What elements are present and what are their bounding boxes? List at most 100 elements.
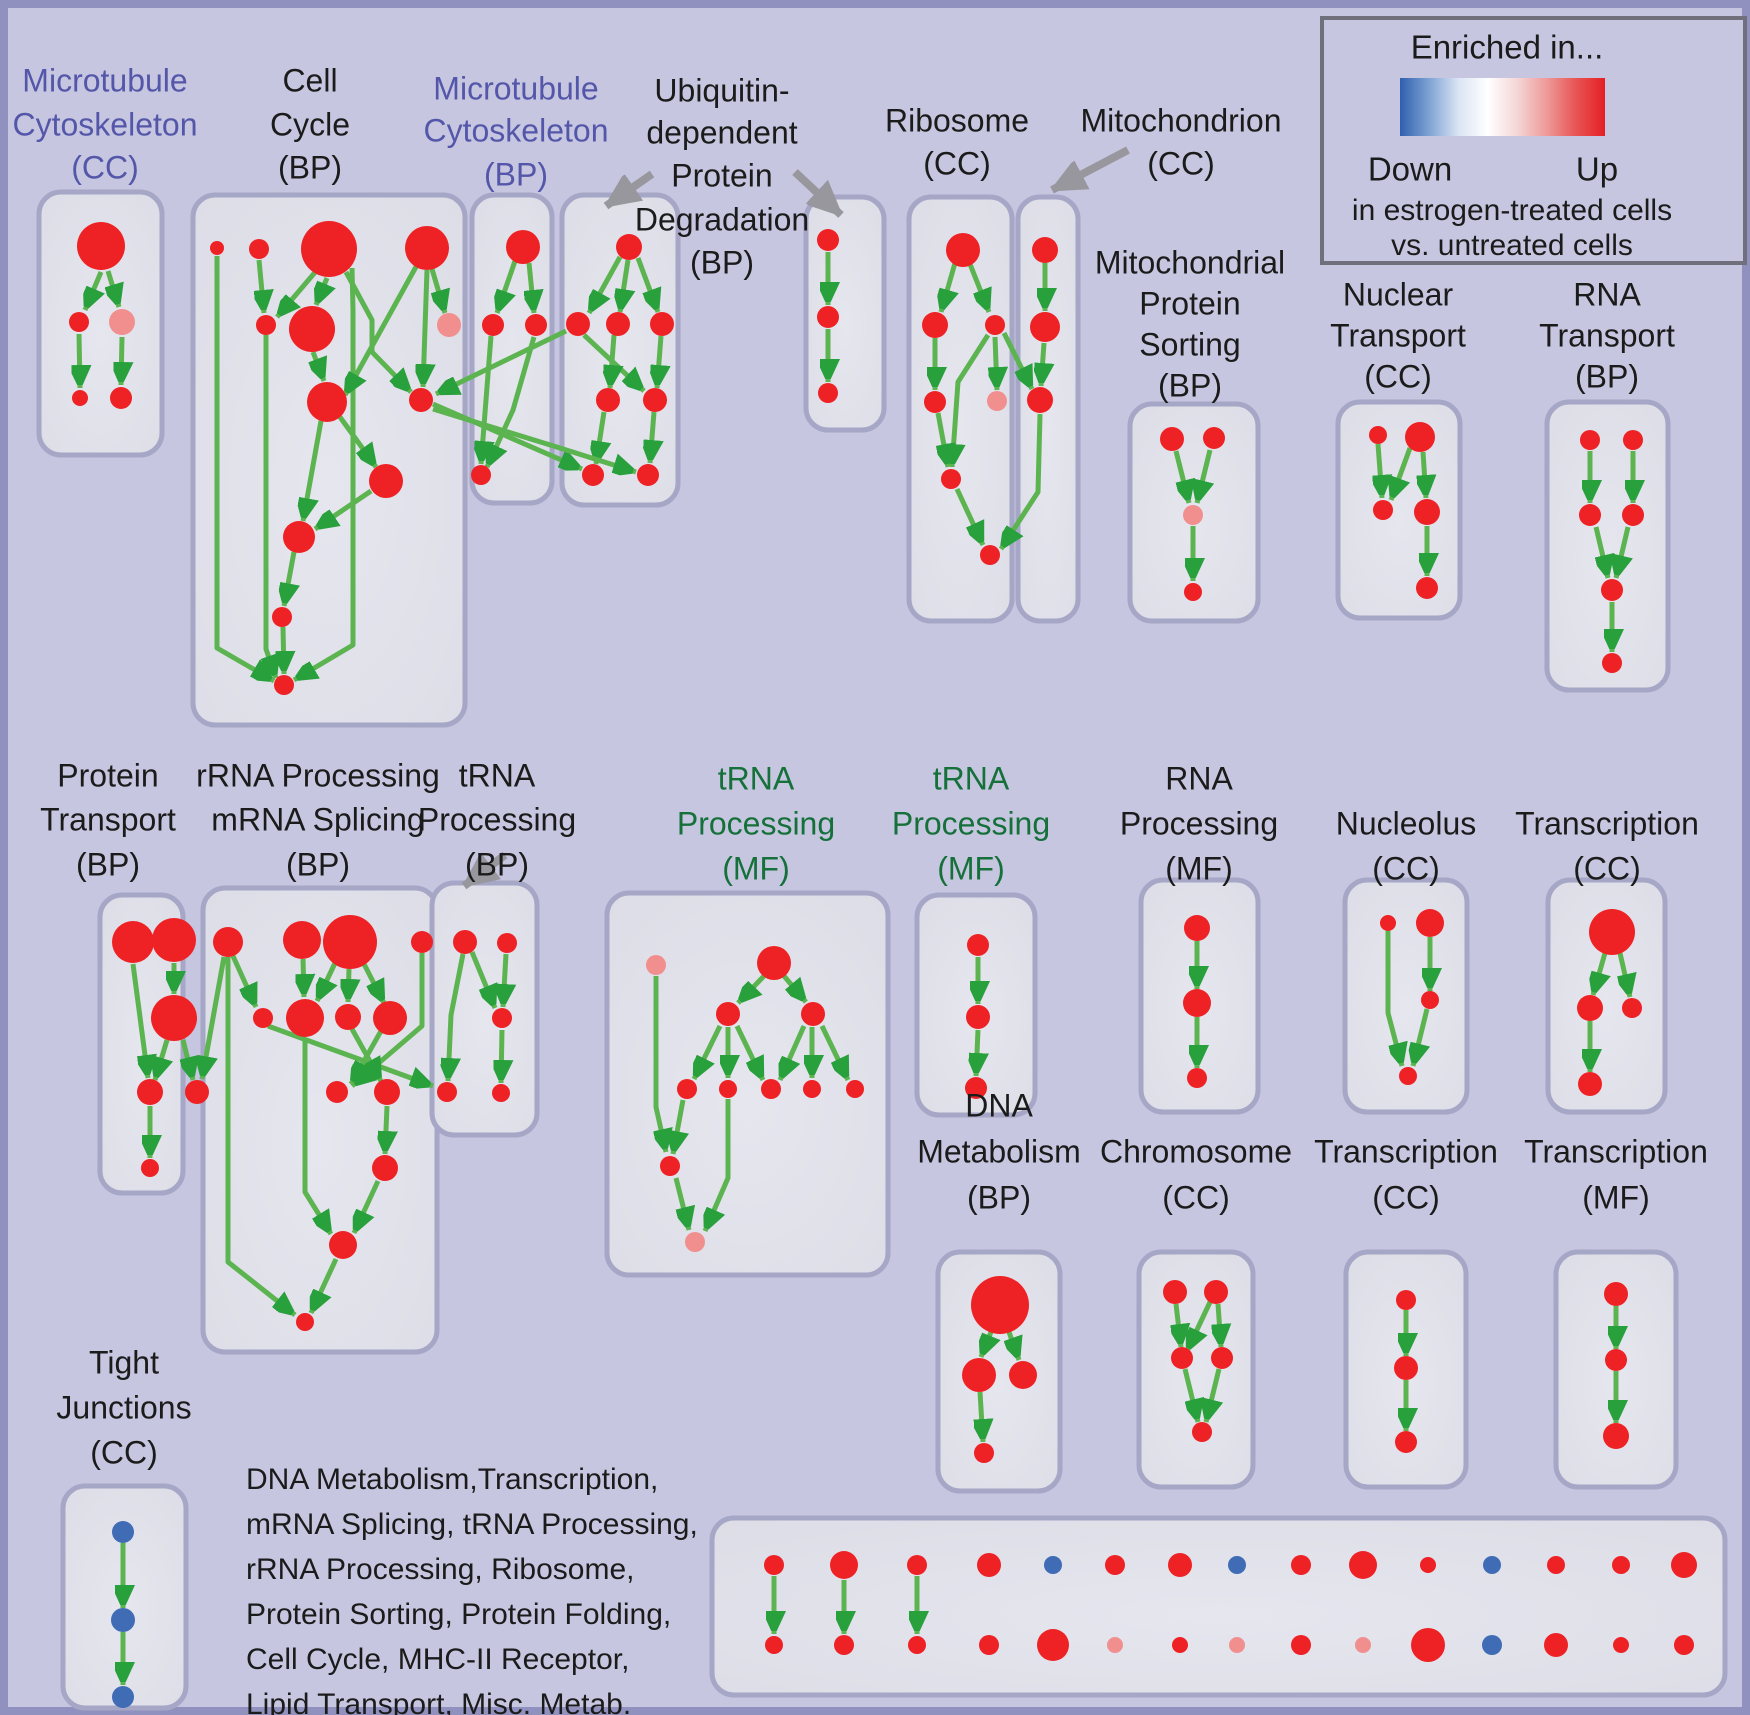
label-nuclear-transport-line: Nuclear xyxy=(1343,276,1454,312)
legend-subtitle-2: vs. untreated cells xyxy=(1391,229,1633,262)
relation-edge xyxy=(1173,450,1189,504)
label-trna-processing-mf-1-line: (MF) xyxy=(722,850,790,886)
label-transcription-cc-low-line: (CC) xyxy=(1372,1179,1440,1215)
go-term-node-up xyxy=(1030,312,1060,342)
label-dna-metabolism-line: Metabolism xyxy=(917,1133,1081,1169)
label-trna-processing-mf-2-line: Processing xyxy=(892,805,1050,841)
go-term-node-up xyxy=(765,1636,783,1654)
relation-edge xyxy=(303,420,324,522)
go-term-node-up xyxy=(966,1005,990,1029)
go-term-node-up xyxy=(1171,1347,1193,1369)
relation-edge xyxy=(315,488,373,532)
go-term-node-up xyxy=(1395,1431,1417,1453)
label-tight-junctions-line: Junctions xyxy=(56,1389,191,1425)
go-term-node-up xyxy=(637,464,659,486)
label-rna-processing-mf-line: (MF) xyxy=(1165,850,1233,886)
relation-edge xyxy=(302,1039,334,1234)
go-term-node-up xyxy=(985,315,1005,335)
label-nucleolus-cc: Nucleolus (CC) xyxy=(1336,805,1477,886)
relation-edge xyxy=(225,957,295,1317)
label-cell-cycle-bp: Cell Cycle (BP) xyxy=(270,62,350,185)
go-term-node-up xyxy=(492,1008,512,1028)
relation-edge xyxy=(657,335,661,389)
label-nuclear-transport-line: (CC) xyxy=(1364,358,1432,394)
label-ubiquitin-dependent-line: Protein xyxy=(671,157,772,193)
go-term-node-up xyxy=(1184,583,1202,601)
relation-edge xyxy=(481,335,491,465)
box-trna-mf-2 xyxy=(914,892,1038,1118)
go-term-node-up xyxy=(907,1555,927,1575)
go-term-node-up xyxy=(1405,422,1435,452)
go-term-node-slightly-up xyxy=(1229,1637,1245,1653)
go-term-node-up xyxy=(817,229,839,251)
go-term-node-up xyxy=(1027,387,1053,413)
label-trna-processing-bp: tRNA Processing (BP) xyxy=(418,757,576,882)
relation-edge xyxy=(1206,1368,1219,1423)
go-term-node-up xyxy=(677,1079,697,1099)
go-term-node-up xyxy=(650,312,674,336)
go-term-node-up xyxy=(1414,499,1440,525)
relation-edge xyxy=(337,415,379,467)
relation-edge xyxy=(734,1024,766,1082)
label-ubiquitin-dependent-line: (BP) xyxy=(690,244,754,280)
relation-edge xyxy=(230,954,259,1009)
relation-edge xyxy=(1009,1331,1019,1361)
relation-edge xyxy=(343,270,411,392)
go-term-node-up xyxy=(1623,430,1643,450)
go-term-node-up xyxy=(606,312,630,336)
go-term-node-up xyxy=(946,233,980,267)
go-term-node-slightly-up xyxy=(1183,505,1203,525)
go-term-node-up xyxy=(1544,1633,1568,1657)
relation-edge xyxy=(1385,931,1402,1067)
relation-edge xyxy=(155,1039,167,1081)
label-rrna-mrna-line: (BP) xyxy=(286,846,350,882)
go-term-node-up xyxy=(582,464,604,486)
label-ubiquitin-dependent-line: dependent xyxy=(646,114,797,150)
relation-edge xyxy=(1218,1303,1221,1348)
relation-edge xyxy=(348,1029,384,1084)
relation-edge xyxy=(1041,342,1044,387)
go-term-node-up xyxy=(1172,1637,1188,1653)
go-term-node-up xyxy=(69,312,89,332)
relation-edge xyxy=(673,1099,683,1155)
go-term-node-up xyxy=(77,222,125,270)
go-term-node-up xyxy=(660,1156,680,1176)
go-term-node-up xyxy=(1589,909,1635,955)
box-transcription-cc-mid xyxy=(1545,877,1668,1115)
go-term-node-up xyxy=(1578,1072,1602,1096)
relation-edge xyxy=(497,260,518,313)
relation-edge xyxy=(448,953,466,1082)
relation-edge xyxy=(650,411,654,464)
relation-edge xyxy=(267,1023,433,1086)
label-rna-transport-line: (BP) xyxy=(1575,358,1639,394)
label-mitochondrion-cc-line: Mitochondrion xyxy=(1081,102,1282,138)
go-term-node-up xyxy=(1399,1067,1417,1085)
relation-edge xyxy=(998,413,1043,549)
go-term-node-slightly-up xyxy=(646,955,666,975)
relation-edge xyxy=(429,268,445,314)
relation-edge xyxy=(1593,952,1605,996)
relation-edge xyxy=(277,268,319,317)
go-term-node-up xyxy=(1602,653,1622,673)
relation-edge xyxy=(935,412,948,468)
relation-edge xyxy=(342,263,420,395)
label-protein-transport-line: Transport xyxy=(40,801,176,837)
legend-up-label: Up xyxy=(1576,151,1618,188)
caption-line: Cell Cycle, MHC-II Receptor, xyxy=(246,1643,629,1676)
label-rrna-mrna-line: rRNA Processing xyxy=(196,757,440,793)
label-rna-processing-mf: RNA Processing (MF) xyxy=(1120,760,1278,886)
go-term-node-up xyxy=(967,934,989,956)
label-microtubule-cytoskeleton-cc: Microtubule Cytoskeleton (CC) xyxy=(13,62,198,185)
label-chromosome-cc-line: (CC) xyxy=(1162,1179,1230,1215)
label-nuclear-transport: Nuclear Transport (CC) xyxy=(1330,276,1466,394)
go-term-node-up xyxy=(323,915,377,969)
go-term-node-up xyxy=(1547,1556,1565,1574)
relation-edge xyxy=(673,1177,689,1231)
label-dna-metabolism-line: (BP) xyxy=(967,1179,1031,1215)
relation-edge xyxy=(385,1105,387,1155)
go-term-node-up xyxy=(1291,1555,1311,1575)
box-nuclear-transport xyxy=(1335,399,1463,621)
go-term-node-up xyxy=(1184,915,1210,941)
label-ubiquitin-dependent-line: Ubiquitin- xyxy=(654,72,789,108)
relation-edge xyxy=(283,626,284,675)
